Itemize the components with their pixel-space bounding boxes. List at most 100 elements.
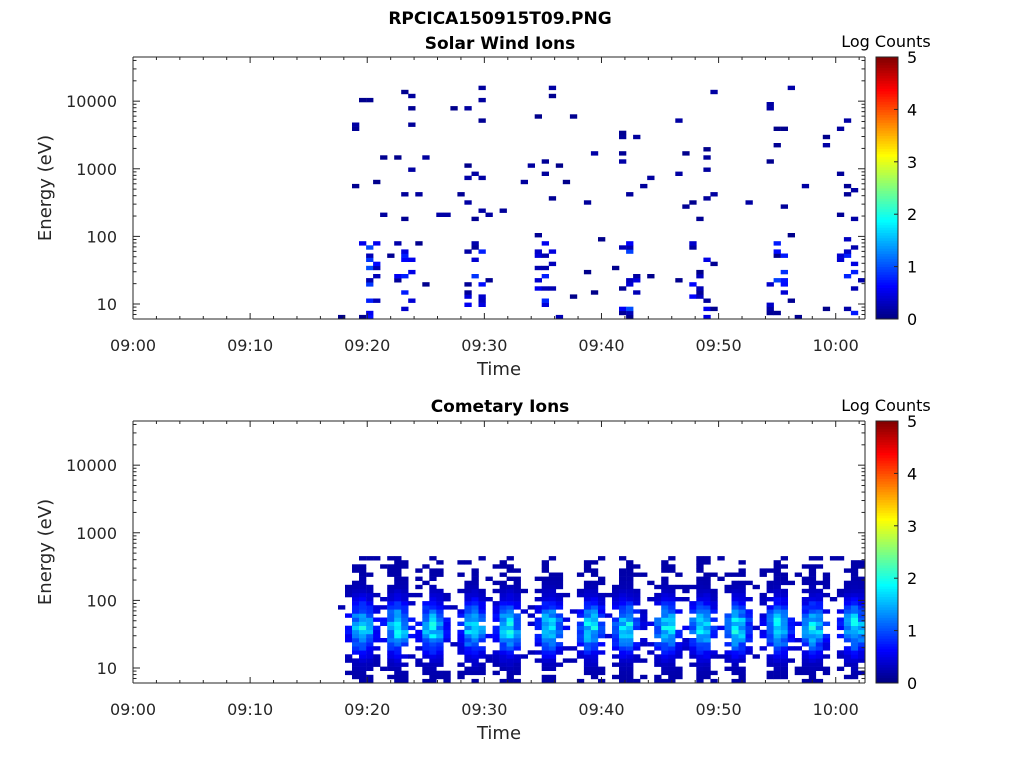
heatmap-cell — [548, 658, 557, 663]
heatmap-cell — [506, 597, 514, 602]
heatmap-cell — [766, 633, 774, 639]
heatmap-cell — [850, 654, 859, 659]
heatmap-cell — [457, 662, 465, 667]
heatmap-cell — [647, 175, 655, 181]
heatmap-cell — [858, 642, 866, 647]
colorbar-step — [876, 646, 898, 650]
colorbar-step — [876, 627, 898, 631]
colorbar-step — [876, 279, 898, 283]
heatmap-cell — [464, 282, 472, 287]
colorbar-step — [876, 544, 898, 548]
heatmap-cell — [366, 625, 374, 631]
heatmap-cell — [815, 588, 824, 594]
heatmap-cell — [464, 654, 472, 659]
heatmap-cell — [548, 662, 557, 667]
colorbar-step — [876, 227, 898, 231]
colorbar-step — [876, 148, 898, 152]
heatmap-cell — [619, 670, 627, 676]
heatmap-cell — [633, 134, 641, 140]
heatmap-cell — [626, 310, 634, 316]
heatmap-cell — [843, 658, 852, 663]
heatmap-cell — [661, 609, 669, 614]
heatmap-cell — [626, 613, 634, 618]
heatmap-cell — [436, 650, 444, 655]
colorbar-step — [876, 277, 898, 281]
heatmap-cell — [373, 265, 381, 271]
heatmap-cell — [387, 629, 395, 635]
heatmap-cell — [499, 572, 507, 577]
heatmap-cell — [815, 556, 824, 561]
heatmap-cell — [612, 638, 620, 643]
heatmap-cell — [766, 282, 774, 287]
heatmap-cell — [836, 257, 845, 262]
heatmap-cell — [541, 564, 549, 569]
heatmap-cell — [352, 638, 360, 643]
heatmap-cell — [773, 576, 781, 581]
colorbar-step — [876, 654, 898, 658]
heatmap-cell — [387, 666, 395, 671]
heatmap-cell — [401, 560, 409, 565]
heatmap-cell — [801, 638, 810, 643]
colorbar-step — [876, 235, 898, 239]
heatmap-cell — [780, 576, 788, 581]
heatmap-cell — [626, 662, 634, 667]
heatmap-cell — [759, 568, 767, 573]
heatmap-cell — [401, 670, 409, 676]
heatmap-cell — [359, 605, 367, 610]
heatmap-cell — [583, 588, 592, 594]
heatmap-cell — [675, 118, 683, 123]
heatmap-cell — [647, 650, 655, 655]
colorbar-step — [876, 620, 898, 624]
heatmap-cell — [436, 568, 444, 573]
y-tick-label: 1000 — [76, 524, 117, 543]
heatmap-cell — [513, 617, 521, 622]
heatmap-cell — [387, 646, 395, 651]
heatmap-cell — [583, 633, 592, 639]
heatmap-cell — [780, 629, 788, 635]
heatmap-cell — [682, 151, 690, 156]
heatmap-cell — [394, 678, 402, 684]
heatmap-cell — [598, 576, 606, 581]
heatmap-cell — [780, 638, 788, 643]
heatmap-cell — [675, 609, 683, 614]
colorbar-step — [876, 169, 898, 173]
heatmap-cell — [668, 605, 676, 610]
heatmap-cell — [513, 584, 521, 590]
heatmap-cell — [647, 580, 655, 586]
heatmap-cell — [626, 617, 634, 622]
heatmap-cell — [773, 621, 781, 626]
heatmap-cell — [843, 654, 852, 659]
heatmap-cell — [583, 617, 592, 622]
heatmap-cell — [366, 674, 374, 680]
heatmap-cell — [619, 134, 627, 140]
heatmap-cell — [366, 633, 374, 639]
heatmap-cell — [612, 654, 620, 659]
heatmap-cell — [731, 650, 739, 655]
heatmap-cell — [850, 666, 859, 671]
heatmap-cell — [703, 605, 711, 610]
heatmap-cell — [513, 597, 521, 602]
heatmap-cell — [703, 613, 711, 618]
colorbar-step — [876, 552, 898, 556]
heatmap-cell — [485, 654, 493, 659]
heatmap-cell — [773, 629, 781, 635]
heatmap-cell — [422, 564, 430, 569]
heatmap-cell — [436, 633, 444, 639]
heatmap-cell — [703, 576, 711, 581]
heatmap-cell — [633, 274, 641, 279]
heatmap-cell — [731, 584, 739, 590]
heatmap-cell — [858, 638, 866, 643]
heatmap-cell — [415, 592, 423, 598]
heatmap-cell — [387, 642, 395, 647]
colorbar-step — [876, 499, 898, 503]
heatmap-cell — [738, 625, 746, 631]
heatmap-cell — [499, 642, 507, 647]
colorbar-step — [876, 449, 898, 453]
heatmap-cell — [387, 633, 395, 639]
heatmap-cell — [422, 617, 430, 622]
heatmap-cell — [555, 580, 564, 586]
heatmap-cell — [548, 597, 557, 602]
heatmap-cell — [590, 613, 599, 618]
heatmap-cell — [513, 658, 521, 663]
colorbar-step — [876, 153, 898, 157]
